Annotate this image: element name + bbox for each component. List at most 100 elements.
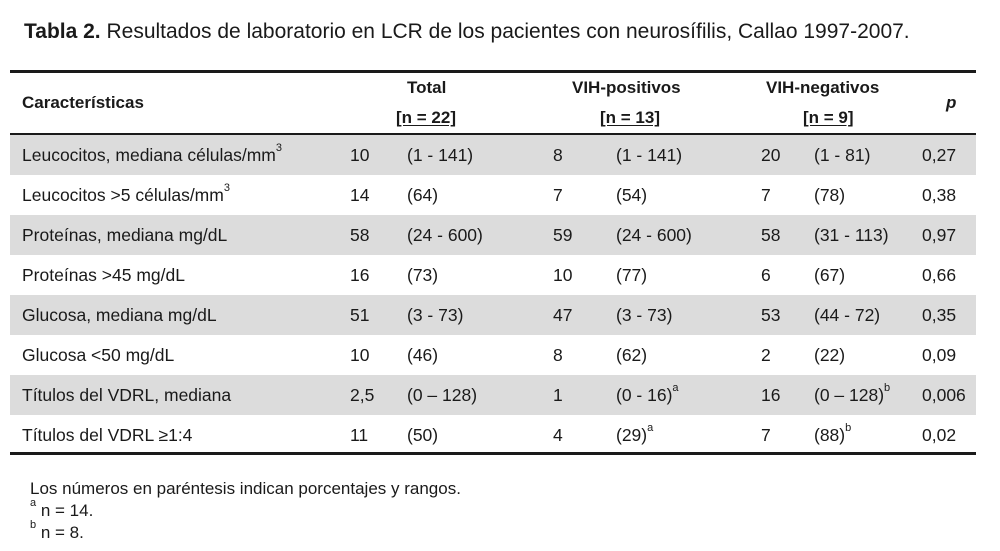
total-count-text: 16 bbox=[350, 265, 370, 285]
vih-negative-count-text: 7 bbox=[761, 425, 771, 445]
row-label: Proteínas >45 mg/dL bbox=[22, 255, 185, 295]
vih-positive-range: (0 - 16)a bbox=[616, 375, 679, 415]
vih-positive-count-text: 8 bbox=[553, 145, 563, 165]
table-number: Tabla 2. bbox=[24, 20, 101, 43]
vih-positive-count: 59 bbox=[553, 215, 572, 255]
vih-positive-range: (3 - 73) bbox=[616, 295, 672, 335]
vih-negative-range: (1 - 81) bbox=[814, 135, 870, 175]
row-label: Títulos del VDRL ≥1:4 bbox=[22, 415, 192, 455]
note-a-mark: a bbox=[30, 497, 37, 510]
vih-negative-count: 16 bbox=[761, 375, 780, 415]
table-row: Proteínas, mediana mg/dL 58 (24 - 600) 59 (2… bbox=[10, 215, 976, 255]
vih-negative-range-text: (44 - 72) bbox=[814, 305, 881, 325]
table-notes: Los números en paréntesis indican porcen… bbox=[30, 478, 461, 544]
total-count: 2,5 bbox=[350, 375, 374, 415]
vih-negative-count-text: 7 bbox=[761, 185, 771, 205]
vih-negative-count: 7 bbox=[761, 415, 771, 455]
vih-positive-range-text: (54) bbox=[616, 185, 648, 205]
p-value-text: 0,09 bbox=[922, 345, 957, 365]
vih-positive-count: 4 bbox=[553, 415, 563, 455]
header-vih-negative-n: [n = 9] bbox=[803, 108, 854, 127]
vih-positive-range-superscript: a bbox=[672, 382, 679, 395]
total-range: (24 - 600) bbox=[407, 215, 483, 255]
total-range-text: (46) bbox=[407, 345, 439, 365]
p-value: 0,006 bbox=[922, 375, 966, 415]
note-b-mark: b bbox=[30, 519, 37, 532]
total-count-text: 10 bbox=[350, 345, 370, 365]
table-row: Títulos del VDRL ≥1:4 11 (50) 4 (29)a 7 (88)b 0… bbox=[10, 415, 976, 455]
total-count-text: 58 bbox=[350, 225, 370, 245]
total-range: (46) bbox=[407, 335, 438, 375]
vih-negative-range: (44 - 72) bbox=[814, 295, 880, 335]
table-row: Títulos del VDRL, mediana 2,5 (0 – 128) 1 (0… bbox=[10, 375, 976, 415]
header-vih-negative: VIH-negativos bbox=[766, 78, 880, 97]
p-value-text: 0,66 bbox=[922, 265, 957, 285]
vih-negative-range-superscript: b bbox=[884, 382, 891, 395]
header-vih-positive-n: [n = 13] bbox=[600, 108, 660, 127]
table-row: Glucosa <50 mg/dL 10 (46) 8 (62) 2 (22) 0,09 bbox=[10, 335, 976, 375]
p-value: 0,38 bbox=[922, 175, 956, 215]
row-label: Leucocitos, mediana células/mm3 bbox=[22, 135, 282, 175]
row-label-text: Leucocitos >5 células/mm bbox=[22, 185, 224, 205]
header-rule bbox=[10, 133, 976, 135]
vih-positive-range-superscript: a bbox=[647, 422, 654, 435]
p-value-text: 0,35 bbox=[922, 305, 957, 325]
vih-negative-range-text: (78) bbox=[814, 185, 846, 205]
total-range: (73) bbox=[407, 255, 438, 295]
vih-negative-count-text: 58 bbox=[761, 225, 781, 245]
header-p: p bbox=[946, 93, 957, 112]
total-count: 51 bbox=[350, 295, 369, 335]
row-label-text: Leucocitos, mediana células/mm bbox=[22, 145, 276, 165]
vih-positive-count: 1 bbox=[553, 375, 563, 415]
vih-negative-range-text: (0 – 128) bbox=[814, 385, 885, 405]
table-title: Tabla 2. Resultados de laboratorio en LC… bbox=[24, 20, 910, 44]
p-value-text: 0,006 bbox=[922, 385, 966, 405]
vih-negative-range: (78) bbox=[814, 175, 845, 215]
row-label-text: Proteínas >45 mg/dL bbox=[22, 265, 185, 285]
p-value: 0,09 bbox=[922, 335, 956, 375]
vih-negative-count: 20 bbox=[761, 135, 780, 175]
vih-positive-range-text: (3 - 73) bbox=[616, 305, 673, 325]
vih-negative-count-text: 53 bbox=[761, 305, 781, 325]
total-count-text: 14 bbox=[350, 185, 370, 205]
vih-positive-count: 7 bbox=[553, 175, 563, 215]
row-label-text: Proteínas, mediana mg/dL bbox=[22, 225, 228, 245]
vih-positive-count: 47 bbox=[553, 295, 572, 335]
p-value: 0,27 bbox=[922, 135, 956, 175]
header-total: Total bbox=[407, 78, 447, 97]
row-label-superscript: 3 bbox=[223, 182, 230, 195]
vih-negative-range: (88)b bbox=[814, 415, 851, 455]
p-value-text: 0,38 bbox=[922, 185, 957, 205]
total-range: (3 - 73) bbox=[407, 295, 463, 335]
vih-negative-range-text: (22) bbox=[814, 345, 846, 365]
vih-negative-count: 2 bbox=[761, 335, 771, 375]
vih-positive-range-text: (29) bbox=[616, 425, 648, 445]
vih-negative-range-superscript: b bbox=[845, 422, 852, 435]
note-ranges: Los números en paréntesis indican porcen… bbox=[30, 479, 461, 498]
total-range-text: (1 - 141) bbox=[407, 145, 474, 165]
table-row: Proteínas >45 mg/dL 16 (73) 10 (77) 6 (67) 0,66 bbox=[10, 255, 976, 295]
vih-negative-count: 58 bbox=[761, 215, 780, 255]
row-label-superscript: 3 bbox=[275, 142, 282, 155]
row-label: Títulos del VDRL, mediana bbox=[22, 375, 231, 415]
bottom-rule bbox=[10, 452, 976, 455]
vih-positive-range: (1 - 141) bbox=[616, 135, 682, 175]
note-a: a n = 14. bbox=[30, 497, 461, 522]
vih-positive-range-text: (77) bbox=[616, 265, 648, 285]
p-value: 0,35 bbox=[922, 295, 956, 335]
total-range-text: (64) bbox=[407, 185, 439, 205]
vih-negative-count: 6 bbox=[761, 255, 771, 295]
note-b: b n = 8. bbox=[30, 519, 461, 544]
total-range-text: (50) bbox=[407, 425, 439, 445]
vih-positive-range: (62) bbox=[616, 335, 647, 375]
vih-positive-range: (77) bbox=[616, 255, 647, 295]
row-label-text: Glucosa <50 mg/dL bbox=[22, 345, 175, 365]
total-count-text: 51 bbox=[350, 305, 370, 325]
vih-positive-range-text: (1 - 141) bbox=[616, 145, 683, 165]
p-value: 0,66 bbox=[922, 255, 956, 295]
total-range: (64) bbox=[407, 175, 438, 215]
vih-positive-count-text: 4 bbox=[553, 425, 563, 445]
row-label-text: Títulos del VDRL, mediana bbox=[22, 385, 232, 405]
vih-positive-count-text: 8 bbox=[553, 345, 563, 365]
top-rule bbox=[10, 70, 976, 73]
